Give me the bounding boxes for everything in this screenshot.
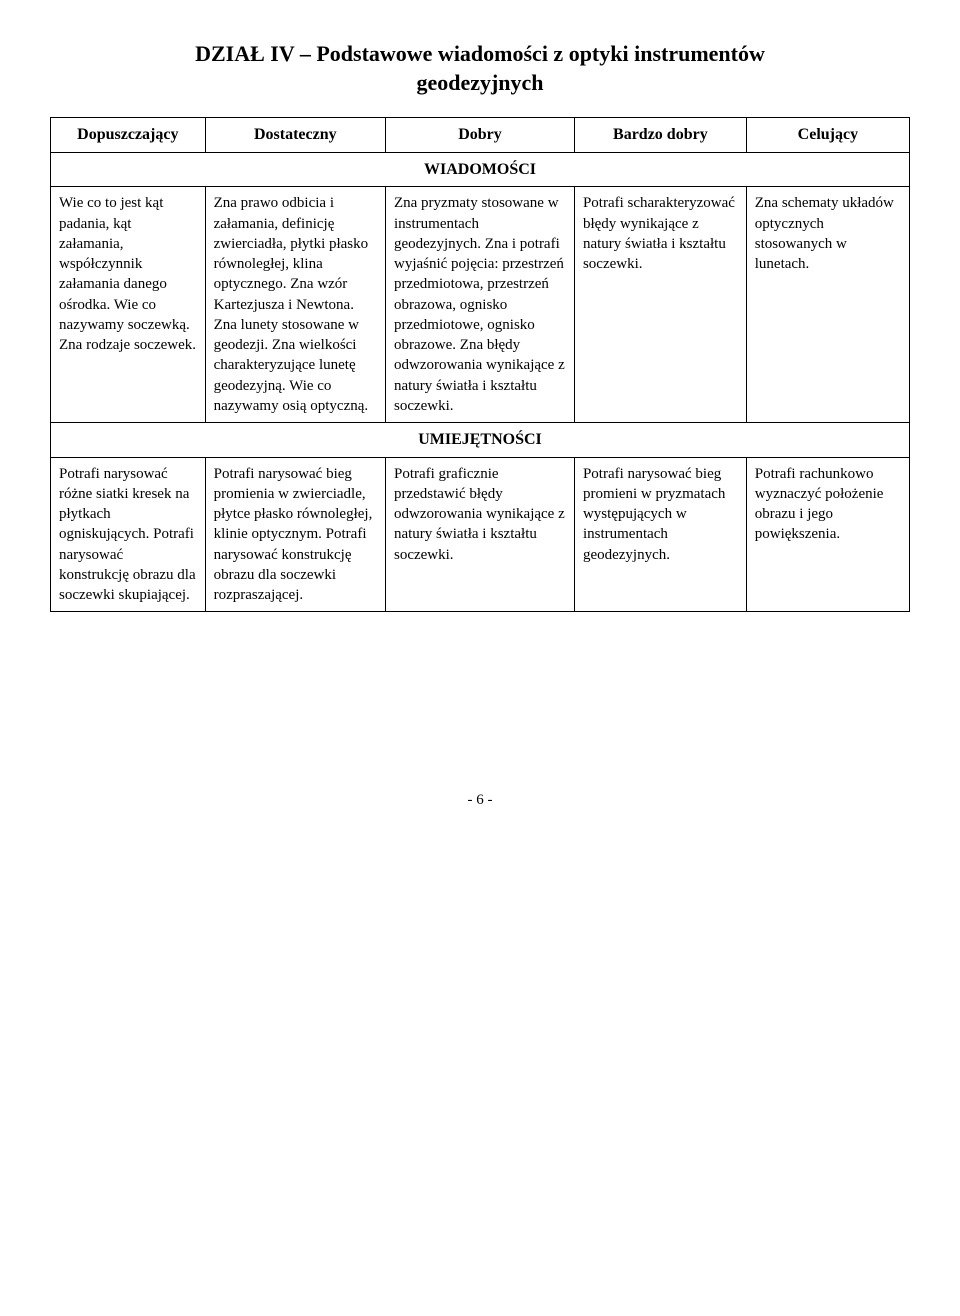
title-line-1: DZIAŁ IV – Podstawowe wiadomości z optyk… [195, 41, 765, 66]
section-umiejetnosci-row: UMIEJĘTNOŚCI [51, 423, 910, 458]
header-col-1: Dopuszczający [51, 118, 206, 153]
cell-r1-c5: Zna schematy układów optycznych stosowan… [746, 187, 909, 423]
section-wiadomosci-row: WIADOMOŚCI [51, 152, 910, 187]
section-wiadomosci-label: WIADOMOŚCI [51, 152, 910, 187]
cell-r1-c3: Zna pryzmaty stosowane w instrumentach g… [385, 187, 574, 423]
cell-r1-c4: Potrafi scharakteryzować błędy wynikając… [574, 187, 746, 423]
header-col-4: Bardzo dobry [574, 118, 746, 153]
page-title: DZIAŁ IV – Podstawowe wiadomości z optyk… [50, 40, 910, 97]
header-row: Dopuszczający Dostateczny Dobry Bardzo d… [51, 118, 910, 153]
cell-r2-c4: Potrafi narysować bieg promieni w pryzma… [574, 457, 746, 612]
cell-r2-c2: Potrafi narysować bieg promienia w zwier… [205, 457, 385, 612]
title-line-2: geodezyjnych [416, 70, 543, 95]
table-row: Wie co to jest kąt padania, kąt załamani… [51, 187, 910, 423]
header-col-5: Celujący [746, 118, 909, 153]
table-row: Potrafi narysować różne siatki kresek na… [51, 457, 910, 612]
cell-r2-c5: Potrafi rachunkowo wyznaczyć położenie o… [746, 457, 909, 612]
header-col-2: Dostateczny [205, 118, 385, 153]
page-number: - 6 - [50, 792, 910, 809]
cell-r2-c3: Potrafi graficznie przedstawić błędy odw… [385, 457, 574, 612]
cell-r2-c1: Potrafi narysować różne siatki kresek na… [51, 457, 206, 612]
cell-r1-c2: Zna prawo odbicia i załamania, definicję… [205, 187, 385, 423]
main-table: Dopuszczający Dostateczny Dobry Bardzo d… [50, 117, 910, 612]
header-col-3: Dobry [385, 118, 574, 153]
cell-r1-c1: Wie co to jest kąt padania, kąt załamani… [51, 187, 206, 423]
section-umiejetnosci-label: UMIEJĘTNOŚCI [51, 423, 910, 458]
